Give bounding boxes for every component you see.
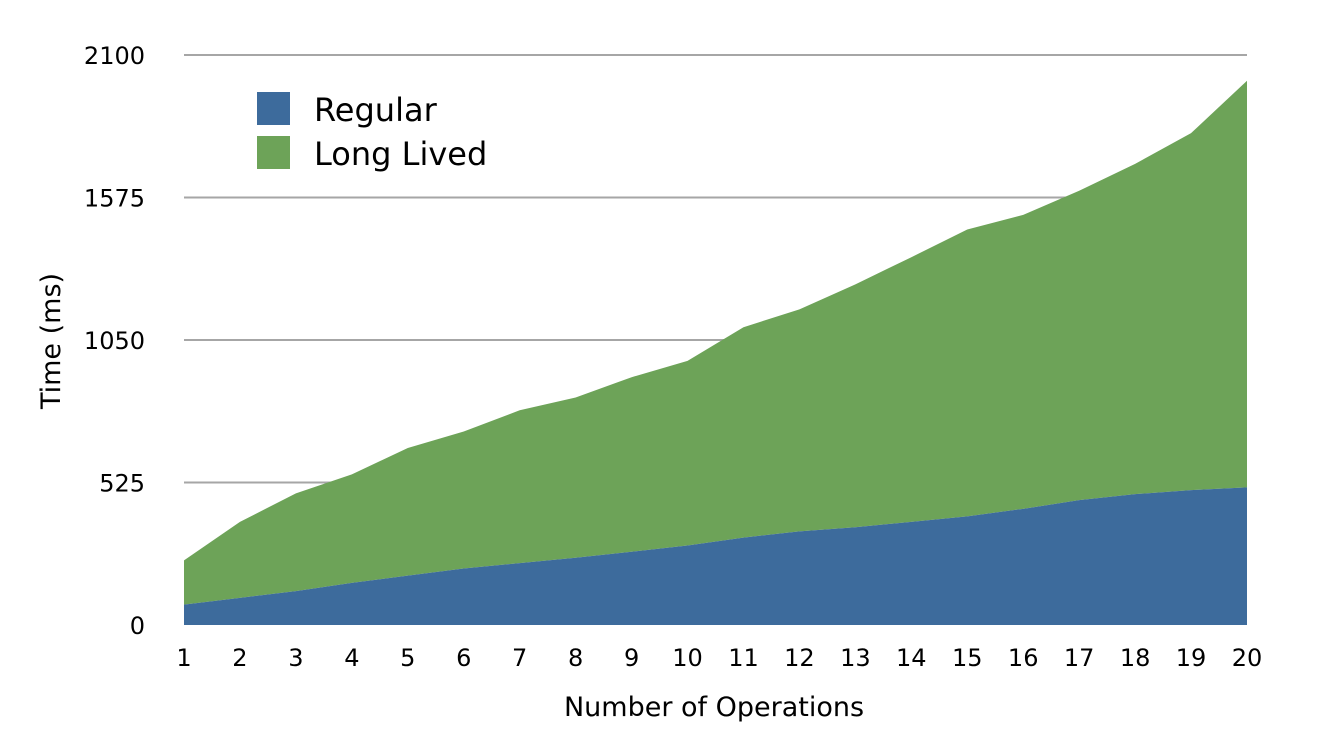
x-tick-label: 5	[400, 644, 415, 672]
x-tick-label: 9	[624, 644, 639, 672]
series-area-long-lived	[184, 80, 1247, 605]
x-tick-label: 4	[344, 644, 359, 672]
x-tick-label: 8	[568, 644, 583, 672]
legend: Regular Long Lived	[257, 91, 487, 173]
legend-label: Long Lived	[314, 135, 487, 173]
legend-label: Regular	[314, 91, 438, 129]
x-tick-label: 12	[784, 644, 815, 672]
x-axis-ticks: 1 2 3 4 5 6 7 8 9 10 11 12 13 14 15 16 17 18 19 20	[176, 644, 1262, 672]
x-tick-label: 6	[456, 644, 471, 672]
series-areas	[184, 80, 1247, 625]
x-tick-label: 19	[1176, 644, 1207, 672]
legend-swatch	[257, 92, 290, 125]
x-tick-label: 15	[952, 644, 983, 672]
x-tick-label: 3	[288, 644, 303, 672]
x-tick-label: 1	[176, 644, 191, 672]
series-area-regular	[184, 487, 1247, 625]
x-axis-title: Number of Operations	[564, 692, 864, 723]
x-tick-label: 13	[840, 644, 871, 672]
x-tick-label: 10	[672, 644, 703, 672]
y-tick-label: 525	[99, 470, 145, 498]
x-tick-label: 16	[1008, 644, 1039, 672]
x-tick-label: 18	[1120, 644, 1151, 672]
x-tick-label: 17	[1064, 644, 1095, 672]
x-tick-label: 7	[512, 644, 527, 672]
x-tick-label: 20	[1232, 644, 1263, 672]
x-tick-label: 2	[232, 644, 247, 672]
x-tick-label: 11	[728, 644, 759, 672]
y-tick-label: 2100	[84, 42, 145, 70]
y-tick-label: 0	[130, 612, 145, 640]
legend-swatch	[257, 136, 290, 169]
y-axis-ticks: 0 525 1050 1575 2100	[84, 42, 145, 640]
y-tick-label: 1050	[84, 327, 145, 355]
y-axis-title: Time (ms)	[36, 273, 67, 410]
x-tick-label: 14	[896, 644, 927, 672]
y-tick-label: 1575	[84, 185, 145, 213]
